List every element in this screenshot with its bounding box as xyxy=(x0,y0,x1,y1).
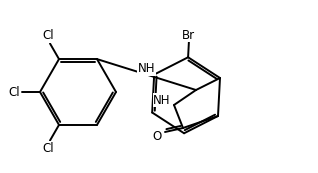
Text: Cl: Cl xyxy=(42,142,54,155)
Text: Br: Br xyxy=(182,29,196,42)
Text: Cl: Cl xyxy=(42,29,54,42)
Text: NH: NH xyxy=(138,62,155,75)
Text: NH: NH xyxy=(153,93,171,107)
Text: Cl: Cl xyxy=(8,85,20,98)
Text: O: O xyxy=(152,130,162,143)
